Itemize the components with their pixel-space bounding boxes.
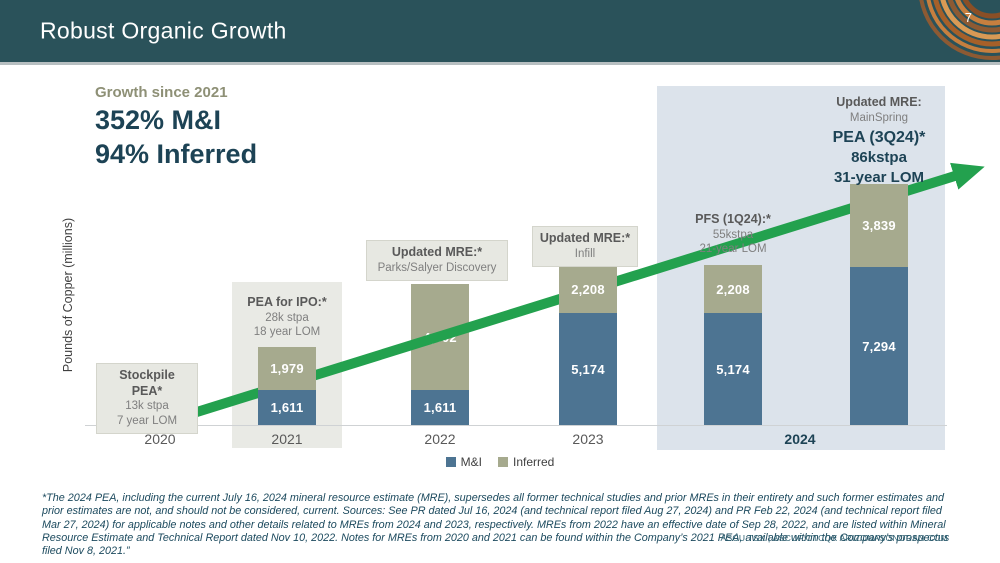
legend-swatch-inferred: [497, 457, 508, 467]
annotation-line: 21-year LOM: [699, 243, 767, 255]
annotation-line: 55kstpa: [712, 228, 754, 241]
annotation-2021-pea-for-ipo: PEA for IPO:* 28k stpa 18 year LOM: [232, 295, 342, 339]
bar-2023: 2,208 5,174: [559, 265, 617, 425]
legend-swatch-mi: [445, 457, 456, 467]
legend-label-mi: M&I: [460, 455, 482, 469]
annotation-2022-updated-mre: Updated MRE:* Parks/Salyer Discovery: [366, 240, 508, 281]
ticker-line: ASCU:TSX | ASCUF:OTCQX ARIZONASONORAN.CO…: [720, 533, 948, 543]
segment-mi-2022: 1,611: [411, 390, 469, 425]
annotation-title: Updated MRE:: [836, 95, 922, 109]
x-tick-2020: 2020: [144, 431, 176, 447]
annotation-line: 31-year LOM: [833, 168, 925, 186]
annotation-line: Parks/Salyer Discovery: [377, 261, 497, 274]
annotation-title: Stockpile PEA*: [119, 368, 175, 398]
segment-mi-2023: 5,174: [559, 313, 617, 425]
annotation-title: PFS (1Q24):*: [695, 212, 771, 226]
annotation-line: 86kstpa: [851, 149, 907, 166]
copper-swirl-decoration: [919, 0, 1000, 60]
annotation-line: 13k stpa: [125, 400, 169, 413]
growth-mi-value: 352% M&I: [95, 105, 222, 135]
legend-item-inferred: Inferred: [497, 455, 555, 469]
segment-inferred-2022: 4,902: [411, 284, 469, 390]
annotation-line: 28k stpa: [265, 311, 309, 324]
growth-callout-label: Growth since 2021: [95, 84, 228, 101]
annotation-title: PEA for IPO:*: [247, 295, 327, 309]
annotation-title: Updated MRE:*: [391, 245, 483, 259]
y-axis-label: Pounds of Copper (millions): [61, 217, 75, 373]
x-tick-2021: 2021: [271, 431, 303, 447]
legend-item-mi: M&I: [445, 455, 482, 469]
legend-label-inferred: Inferred: [512, 455, 555, 469]
chart-legend: M&I Inferred: [0, 455, 1000, 469]
x-tick-2022: 2022: [424, 431, 456, 447]
annotation-title: PEA (3Q24)*: [832, 129, 926, 146]
growth-callout: Growth since 2021 352% M&I 94% Inferred: [95, 84, 257, 172]
x-axis-line: [85, 425, 947, 426]
title-bar: Robust Organic Growth: [0, 0, 1000, 62]
x-tick-2024: 2024: [784, 431, 816, 447]
annotation-line: MainSpring: [849, 111, 909, 124]
annotation-title: Updated MRE:*: [539, 231, 631, 245]
page-title: Robust Organic Growth: [40, 17, 287, 44]
segment-inferred-2023: 2,208: [559, 265, 617, 313]
header-divider: [0, 62, 1000, 65]
growth-inferred-value: 94% Inferred: [95, 138, 258, 169]
footnote-text: *The 2024 PEA, including the current Jul…: [42, 491, 950, 558]
page-number: 7: [964, 10, 972, 25]
annotation-line: Infill: [574, 247, 596, 260]
annotation-2024-pfs: PFS (1Q24):* 55kstpa 21-year LOM: [683, 212, 783, 256]
x-tick-2023: 2023: [572, 431, 604, 447]
annotation-2023-updated-mre: Updated MRE:* Infill: [532, 226, 638, 267]
annotation-line: 7 year LOM: [116, 414, 178, 427]
annotation-2020-stockpile-pea: Stockpile PEA* 13k stpa 7 year LOM: [96, 363, 198, 434]
annotation-line: 18 year LOM: [253, 326, 321, 338]
annotation-2024-updated-mre: Updated MRE: MainSpring: [809, 95, 949, 125]
bar-2022: 4,902 1,611: [411, 284, 469, 425]
annotation-2024-pea: PEA (3Q24)* 86kstpa 31-year LOM: [799, 128, 959, 187]
